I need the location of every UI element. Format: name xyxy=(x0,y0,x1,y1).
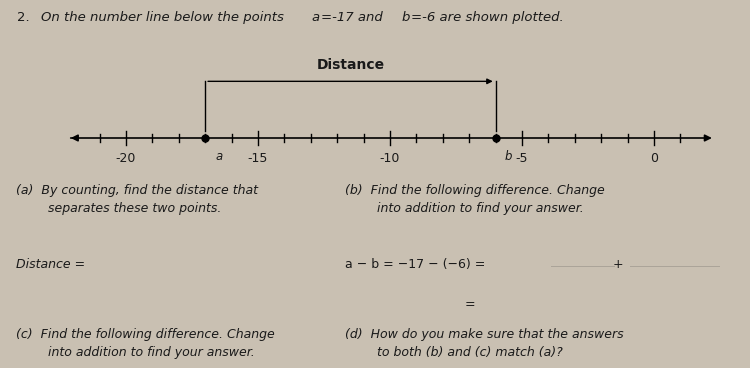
Text: a: a xyxy=(216,151,223,163)
Text: (d)  How do you make sure that the answers
        to both (b) and (c) match (a): (d) How do you make sure that the answer… xyxy=(345,328,624,358)
Text: Distance: Distance xyxy=(316,58,385,72)
Text: 0: 0 xyxy=(650,152,658,165)
Text: (a)  By counting, find the distance that
        separates these two points.: (a) By counting, find the distance that … xyxy=(16,184,259,215)
Text: =-17 and: =-17 and xyxy=(321,11,387,24)
Text: -15: -15 xyxy=(248,152,268,165)
Text: =: = xyxy=(465,298,476,311)
Text: a − b = −17 − (−6) =: a − b = −17 − (−6) = xyxy=(345,258,489,270)
Text: -10: -10 xyxy=(380,152,400,165)
Text: 2.: 2. xyxy=(16,11,29,24)
Text: Distance =: Distance = xyxy=(16,258,90,270)
Text: +: + xyxy=(613,258,623,270)
Text: On the number line below the points: On the number line below the points xyxy=(41,11,288,24)
Text: b: b xyxy=(401,11,410,24)
Text: -5: -5 xyxy=(516,152,528,165)
Text: =-6 are shown plotted.: =-6 are shown plotted. xyxy=(411,11,564,24)
Text: (c)  Find the following difference. Change
        into addition to find your an: (c) Find the following difference. Chang… xyxy=(16,328,275,358)
Text: a: a xyxy=(311,11,320,24)
Text: -20: -20 xyxy=(116,152,136,165)
Text: b: b xyxy=(505,151,512,163)
Text: (b)  Find the following difference. Change
        into addition to find your an: (b) Find the following difference. Chang… xyxy=(345,184,604,215)
